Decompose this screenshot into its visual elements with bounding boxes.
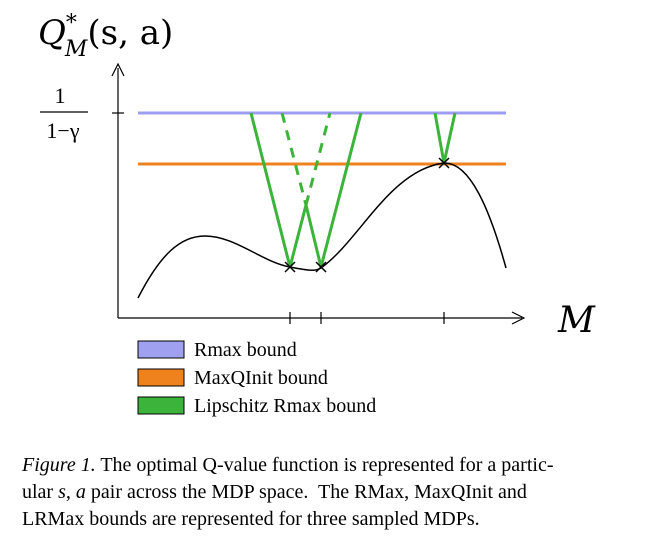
- sample-marker-2: [315, 261, 327, 273]
- legend-label-rmax: Rmax bound: [194, 339, 297, 361]
- legend-swatch-lipschitz: [137, 396, 185, 415]
- y-axis-arrowhead: [111, 62, 125, 77]
- caption-line-2: ular s, a pair across the MDP space. The…: [22, 479, 652, 506]
- lipschitz-cone-3-right: [442, 112, 457, 164]
- lipschitz-cone-2-left-dashed: [280, 112, 308, 206]
- caption-line-2-pre: ular: [22, 481, 59, 503]
- lipschitz-cone-2-left-solid: [304, 204, 323, 268]
- caption-line-1-text: The optimal Q-value function is represen…: [95, 454, 554, 476]
- sample-marker-3: [438, 157, 450, 169]
- lipschitz-bound-group: [249, 112, 457, 268]
- lipschitz-cone-1-right-solid: [288, 204, 308, 268]
- lipschitz-cone-2-right: [319, 112, 363, 268]
- legend-label-lipschitz: Lipschitz Rmax bound: [194, 395, 376, 417]
- caption-line-3: LRMax bounds are represented for three s…: [22, 508, 480, 530]
- figure-caption: Figure 1. The optimal Q-value function i…: [22, 452, 652, 533]
- y-tick-denominator: 1−γ: [46, 118, 79, 143]
- caption-figure-label: Figure 1.: [22, 454, 96, 476]
- q-value-figure: Q* M(s, a) 1 1−γ M Rmax bou: [38, 11, 596, 417]
- sample-markers: [284, 157, 450, 273]
- caption-line-1: Figure 1. The optimal Q-value function i…: [22, 452, 652, 479]
- sample-marker-1: [284, 261, 296, 273]
- legend-swatch-rmax: [137, 340, 185, 359]
- q-value-curve: [137, 162, 507, 299]
- x-axis-label: M: [557, 300, 596, 341]
- caption-line-2-post: pair across the MDP space. The RMax, Max…: [85, 481, 527, 503]
- legend: Rmax bound MaxQInit bound Lipschitz Rmax…: [137, 339, 376, 417]
- legend-label-maxqinit: MaxQInit bound: [194, 367, 328, 389]
- legend-swatch-maxqinit: [137, 368, 185, 387]
- x-axis-arrowhead: [511, 311, 526, 325]
- y-tick-numerator: 1: [55, 83, 66, 108]
- y-axis-label: Q* M(s, a): [38, 11, 173, 62]
- lipschitz-cone-1-left: [249, 112, 292, 268]
- lipschitz-cone-3-left: [433, 112, 446, 164]
- lipschitz-cone-1-right-dashed: [304, 112, 332, 206]
- caption-line-2-math: s, a: [58, 481, 86, 503]
